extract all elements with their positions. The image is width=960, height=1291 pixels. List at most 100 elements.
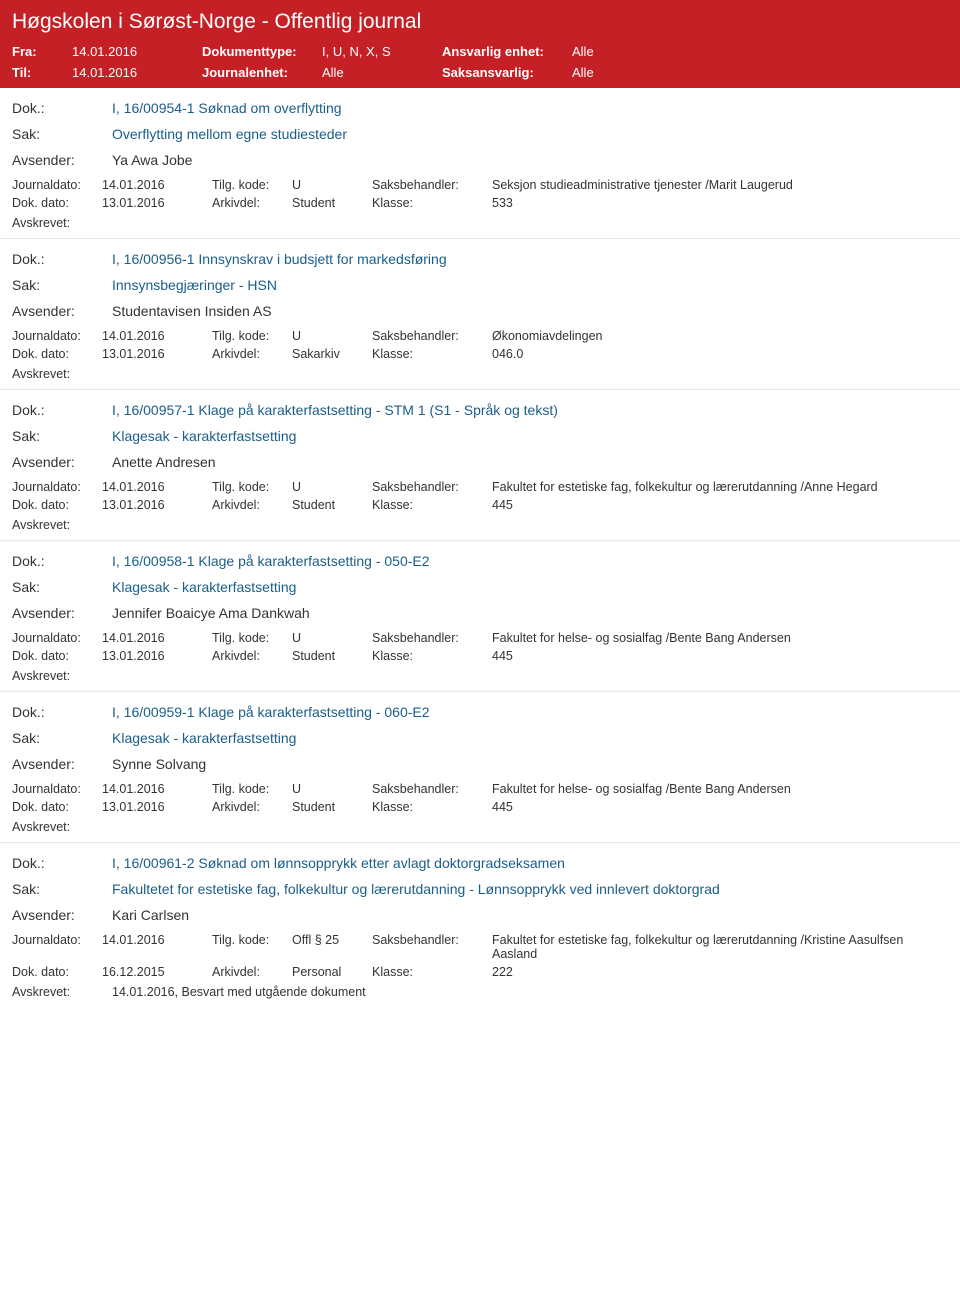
journaldato-label: Journaldato: xyxy=(12,631,102,645)
tilgkode-label: Tilg. kode: xyxy=(212,933,292,947)
journalenhet-value: Alle xyxy=(322,65,442,80)
arkivdel-label: Arkivdel: xyxy=(212,498,292,512)
sak-value: Klagesak - karakterfastsetting xyxy=(112,730,948,746)
tilgkode-value: U xyxy=(292,782,372,796)
avsender-value: Synne Solvang xyxy=(112,756,948,772)
saksbehandler-label: Saksbehandler: xyxy=(372,178,492,192)
dok-label: Dok.: xyxy=(12,251,112,267)
journaldato-value: 14.01.2016 xyxy=(102,480,212,494)
sak-value: Klagesak - karakterfastsetting xyxy=(112,579,948,595)
saksbehandler-value: Fakultet for estetiske fag, folkekultur … xyxy=(492,933,948,961)
avskrevet-value xyxy=(112,216,948,230)
entries-container: Dok.: I, 16/00954-1 Søknad om overflytti… xyxy=(0,88,960,1007)
avsender-value: Kari Carlsen xyxy=(112,907,948,923)
avskrevet-label: Avskrevet: xyxy=(12,669,112,683)
klasse-label: Klasse: xyxy=(372,649,492,663)
ansvarlig-value: Alle xyxy=(572,44,948,59)
header-filter-grid: Fra: 14.01.2016 Dokumenttype: I, U, N, X… xyxy=(12,44,948,80)
saksansvarlig-value: Alle xyxy=(572,65,948,80)
tilgkode-label: Tilg. kode: xyxy=(212,782,292,796)
dokdato-label: Dok. dato: xyxy=(12,965,102,979)
dokdato-value: 13.01.2016 xyxy=(102,649,212,663)
dok-value: I, 16/00961-2 Søknad om lønnsopprykk ett… xyxy=(112,855,948,871)
dokdato-label: Dok. dato: xyxy=(12,649,102,663)
saksbehandler-value: Fakultet for helse- og sosialfag /Bente … xyxy=(492,782,948,796)
tilgkode-value: U xyxy=(292,329,372,343)
dok-value: I, 16/00959-1 Klage på karakterfastsetti… xyxy=(112,704,948,720)
arkivdel-label: Arkivdel: xyxy=(212,347,292,361)
saksbehandler-label: Saksbehandler: xyxy=(372,933,492,947)
arkivdel-label: Arkivdel: xyxy=(212,196,292,210)
ansvarlig-label: Ansvarlig enhet: xyxy=(442,44,572,59)
sak-value: Overflytting mellom egne studiesteder xyxy=(112,126,948,142)
journaldato-value: 14.01.2016 xyxy=(102,782,212,796)
avsender-label: Avsender: xyxy=(12,454,112,470)
journal-entry: Dok.: I, 16/00954-1 Søknad om overflytti… xyxy=(0,88,960,239)
sak-label: Sak: xyxy=(12,730,112,746)
saksbehandler-value: Fakultet for helse- og sosialfag /Bente … xyxy=(492,631,948,645)
dok-value: I, 16/00957-1 Klage på karakterfastsetti… xyxy=(112,402,948,418)
sak-label: Sak: xyxy=(12,277,112,293)
til-value: 14.01.2016 xyxy=(72,65,202,80)
dokdato-label: Dok. dato: xyxy=(12,196,102,210)
tilgkode-label: Tilg. kode: xyxy=(212,329,292,343)
journaldato-label: Journaldato: xyxy=(12,782,102,796)
klasse-value: 445 xyxy=(492,498,948,512)
avskrevet-label: Avskrevet: xyxy=(12,367,112,381)
journaldato-label: Journaldato: xyxy=(12,480,102,494)
fra-label: Fra: xyxy=(12,44,72,59)
avskrevet-label: Avskrevet: xyxy=(12,820,112,834)
saksbehandler-label: Saksbehandler: xyxy=(372,329,492,343)
journal-entry: Dok.: I, 16/00958-1 Klage på karakterfas… xyxy=(0,541,960,692)
journal-entry: Dok.: I, 16/00961-2 Søknad om lønnsoppry… xyxy=(0,843,960,1007)
avskrevet-value: 14.01.2016, Besvart med utgående dokumen… xyxy=(112,985,948,999)
tilgkode-value: Offl § 25 xyxy=(292,933,372,947)
arkivdel-label: Arkivdel: xyxy=(212,965,292,979)
klasse-value: 533 xyxy=(492,196,948,210)
klasse-value: 046.0 xyxy=(492,347,948,361)
avskrevet-label: Avskrevet: xyxy=(12,216,112,230)
avskrevet-value xyxy=(112,669,948,683)
avskrevet-value xyxy=(112,820,948,834)
avsender-label: Avsender: xyxy=(12,907,112,923)
report-title: Høgskolen i Sørøst-Norge - Offentlig jou… xyxy=(12,10,948,34)
dokdato-label: Dok. dato: xyxy=(12,347,102,361)
journal-entry: Dok.: I, 16/00957-1 Klage på karakterfas… xyxy=(0,390,960,541)
dok-label: Dok.: xyxy=(12,704,112,720)
journaldato-label: Journaldato: xyxy=(12,933,102,947)
dokdato-value: 13.01.2016 xyxy=(102,800,212,814)
til-label: Til: xyxy=(12,65,72,80)
avskrevet-label: Avskrevet: xyxy=(12,985,112,999)
journaldato-label: Journaldato: xyxy=(12,329,102,343)
report-header: Høgskolen i Sørøst-Norge - Offentlig jou… xyxy=(0,0,960,88)
dokdato-value: 13.01.2016 xyxy=(102,347,212,361)
sak-value: Klagesak - karakterfastsetting xyxy=(112,428,948,444)
avsender-label: Avsender: xyxy=(12,605,112,621)
tilgkode-value: U xyxy=(292,631,372,645)
saksbehandler-label: Saksbehandler: xyxy=(372,480,492,494)
journaldato-value: 14.01.2016 xyxy=(102,933,212,947)
fra-value: 14.01.2016 xyxy=(72,44,202,59)
journaldato-label: Journaldato: xyxy=(12,178,102,192)
dokdato-label: Dok. dato: xyxy=(12,800,102,814)
avskrevet-value xyxy=(112,518,948,532)
tilgkode-value: U xyxy=(292,480,372,494)
dokumenttype-value: I, U, N, X, S xyxy=(322,44,442,59)
klasse-label: Klasse: xyxy=(372,965,492,979)
tilgkode-value: U xyxy=(292,178,372,192)
saksbehandler-value: Seksjon studieadministrative tjenester /… xyxy=(492,178,948,192)
saksbehandler-value: Økonomiavdelingen xyxy=(492,329,948,343)
dokdato-value: 13.01.2016 xyxy=(102,196,212,210)
dok-label: Dok.: xyxy=(12,100,112,116)
arkivdel-value: Student xyxy=(292,649,372,663)
arkivdel-label: Arkivdel: xyxy=(212,649,292,663)
avsender-label: Avsender: xyxy=(12,756,112,772)
klasse-label: Klasse: xyxy=(372,800,492,814)
avskrevet-value xyxy=(112,367,948,381)
dokdato-value: 16.12.2015 xyxy=(102,965,212,979)
sak-label: Sak: xyxy=(12,126,112,142)
arkivdel-label: Arkivdel: xyxy=(212,800,292,814)
sak-value: Fakultetet for estetiske fag, folkekultu… xyxy=(112,881,948,897)
avsender-value: Jennifer Boaicye Ama Dankwah xyxy=(112,605,948,621)
journal-entry: Dok.: I, 16/00956-1 Innsynskrav i budsje… xyxy=(0,239,960,390)
